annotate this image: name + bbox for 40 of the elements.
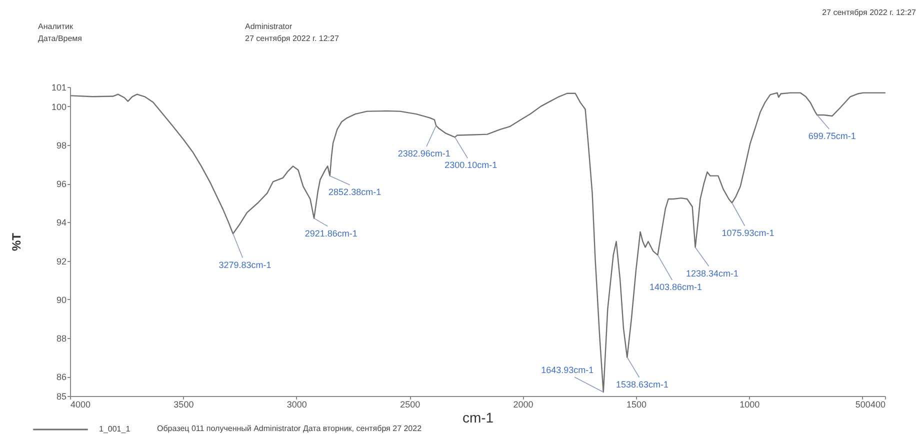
text: 1_001_1 — [99, 424, 131, 434]
text: 27 сентября 2022 г. 12:27 — [822, 8, 917, 17]
text: Administrator — [245, 22, 292, 31]
line-series — [70, 92, 886, 393]
x-tick-label: 400 — [870, 400, 886, 410]
x-tick-label: 500 — [855, 400, 870, 410]
x-tick-label: 2500 — [400, 400, 420, 410]
annotation: 1643.93cm-1 — [541, 365, 594, 376]
y-tick-label: 98 — [56, 140, 66, 150]
text: Дата/Время — [38, 34, 82, 43]
annotation: 2300.10cm-1 — [444, 160, 498, 170]
annotation: 1403.86cm-1 — [649, 282, 702, 292]
y-tick-label: 94 — [56, 218, 66, 228]
annotation: 2382.96cm-1 — [398, 148, 450, 159]
x-tick-label: 2000 — [513, 400, 534, 410]
annotation: 2852.38cm-1 — [328, 186, 382, 197]
annotation: 699.75cm-1 — [808, 131, 856, 142]
y-tick-label: 92 — [56, 256, 66, 266]
x-tick-label: 3000 — [286, 400, 307, 410]
y-tick-label: 85 — [56, 392, 66, 402]
annotation: 1075.93cm-1 — [722, 228, 774, 238]
y-tick-label: 88 — [56, 334, 66, 344]
text: 27 сентября 2022 г. 12:27 — [245, 34, 340, 43]
x-tick-label: 1500 — [626, 400, 646, 410]
annotation: 1538.63cm-1 — [616, 379, 668, 390]
text: Аналитик — [38, 22, 74, 31]
y-tick-label: 101 — [51, 82, 66, 92]
y-tick-label: 86 — [56, 372, 66, 382]
text: Образец 011 полученный Administrator Дата вторник, сентября 27 2022 — [157, 424, 422, 433]
y-axis-title: %T — [9, 232, 24, 251]
annotation: 3279.83cm-1 — [218, 260, 272, 270]
x-tick-label: 3500 — [174, 400, 194, 410]
y-tick-label: 100 — [51, 102, 66, 112]
x-tick-label: 4000 — [70, 400, 91, 410]
y-tick-label: 90 — [56, 294, 66, 305]
annotation: 1238.34cm-1 — [686, 268, 738, 278]
x-tick-label: 1000 — [740, 400, 760, 410]
annotation: 2921.86cm-1 — [304, 228, 358, 238]
y-tick-label: 96 — [56, 179, 66, 190]
x-axis-title: cm-1 — [462, 410, 494, 426]
